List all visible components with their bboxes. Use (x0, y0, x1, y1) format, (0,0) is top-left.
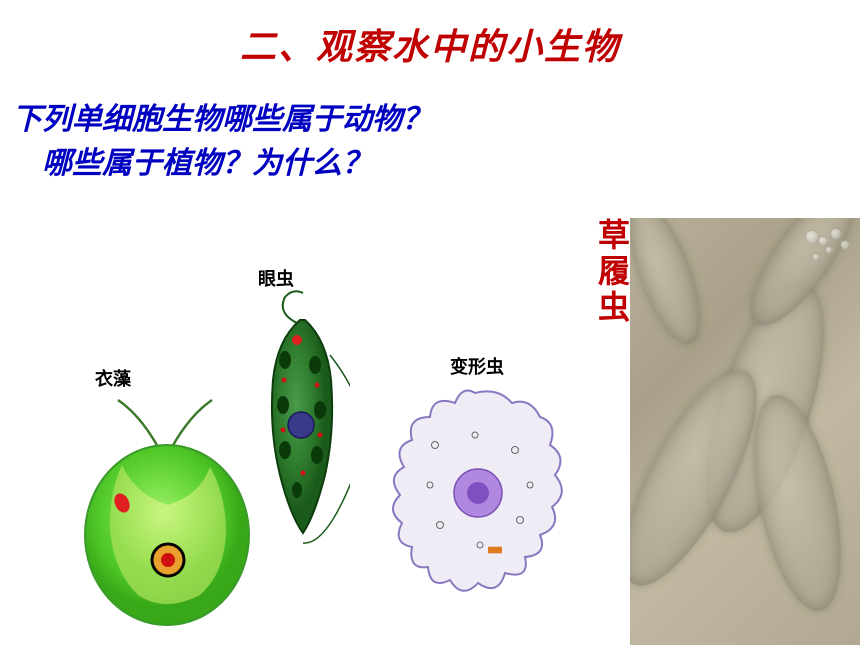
micrograph-bubble (805, 230, 819, 244)
micrograph-bubble (840, 240, 850, 250)
paramecium-label: 草履虫 (589, 218, 635, 326)
question-text: 下列单细胞生物哪些属于动物？ 哪些属于植物？为什么？ (12, 98, 432, 185)
micrograph-bubble (825, 246, 833, 254)
micrograph-bubble (812, 253, 820, 261)
question-line-2: 哪些属于植物？为什么？ (12, 142, 432, 186)
chlamydomonas-label: 衣藻 (95, 365, 131, 391)
paramecium-micrograph (630, 218, 860, 645)
euglena-illustration (255, 285, 350, 545)
question-line-1: 下列单细胞生物哪些属于动物？ (12, 98, 432, 142)
amoeba-illustration (380, 375, 575, 600)
micrograph-bubble (818, 236, 828, 246)
paramecium-cell (630, 218, 714, 352)
slide-title: 二、观察水中的小生物 (0, 18, 860, 70)
organism-diagram: 眼虫 衣藻 变形虫 (80, 265, 580, 625)
micrograph-bubble (830, 228, 842, 240)
chlamydomonas-illustration (80, 395, 255, 630)
